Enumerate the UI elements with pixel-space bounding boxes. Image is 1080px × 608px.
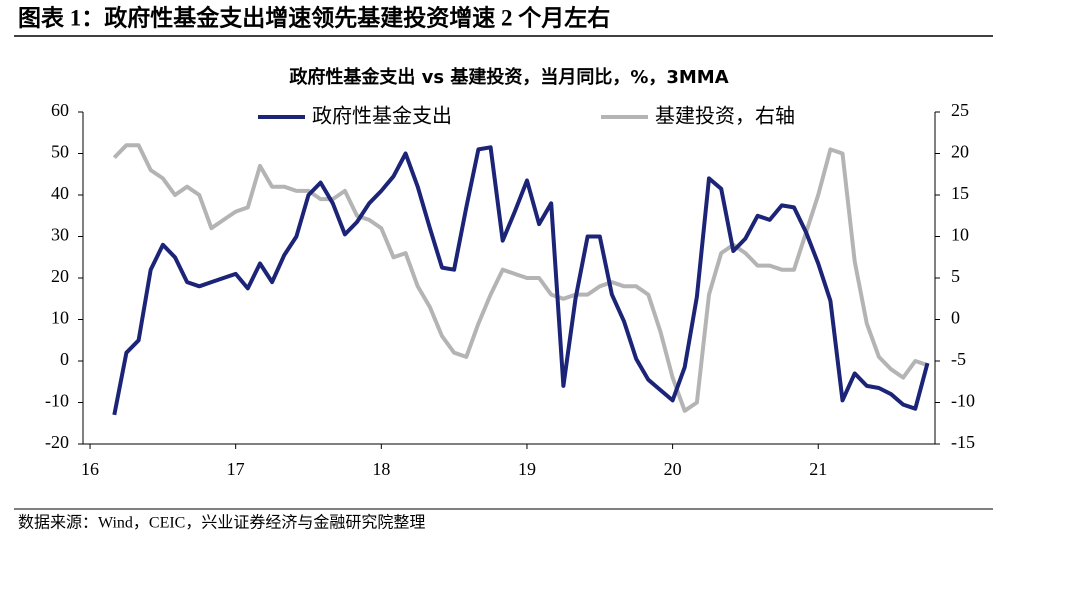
y2-tick-label: 5 (951, 266, 960, 286)
series-line (112, 143, 929, 413)
y2-tick-label: 20 (951, 142, 969, 162)
y-tick-label: 20 (51, 266, 69, 286)
y-tick-label: 10 (51, 308, 69, 328)
y-tick-label: 60 (51, 100, 69, 120)
y-tick-label: -10 (45, 391, 69, 411)
y2-tick-label: -5 (951, 349, 966, 369)
y2-tick-label: 10 (951, 225, 969, 245)
x-tick-label: 19 (518, 459, 536, 479)
legend-label: 政府性基金支出 (312, 104, 452, 128)
y-tick-label: 50 (51, 142, 69, 162)
y-tick-label: 40 (51, 183, 69, 203)
y2-tick-label: -10 (951, 391, 975, 411)
x-tick-label: 17 (227, 459, 245, 479)
y2-tick-label: 15 (951, 183, 969, 203)
y2-tick-label: 0 (951, 308, 960, 328)
legend-label: 基建投资，右轴 (655, 104, 795, 128)
figure-title: 图表 1：政府性基金支出增速领先基建投资增速 2 个月左右 (18, 4, 610, 30)
y-tick-label: 0 (60, 349, 69, 369)
x-tick-label: 20 (664, 459, 682, 479)
x-tick-label: 18 (372, 459, 390, 479)
y2-tick-label: 25 (951, 100, 969, 120)
x-tick-label: 16 (81, 459, 99, 479)
x-tick-label: 21 (809, 459, 827, 479)
chart-title: 政府性基金支出 vs 基建投资，当月同比，%，3MMA (289, 66, 728, 88)
series-line (112, 145, 930, 416)
source-note: 数据来源：Wind，CEIC，兴业证券经济与金融研究院整理 (18, 514, 425, 532)
y-tick-label: -20 (45, 432, 69, 452)
y-tick-label: 30 (51, 225, 69, 245)
y2-tick-label: -15 (951, 432, 975, 452)
